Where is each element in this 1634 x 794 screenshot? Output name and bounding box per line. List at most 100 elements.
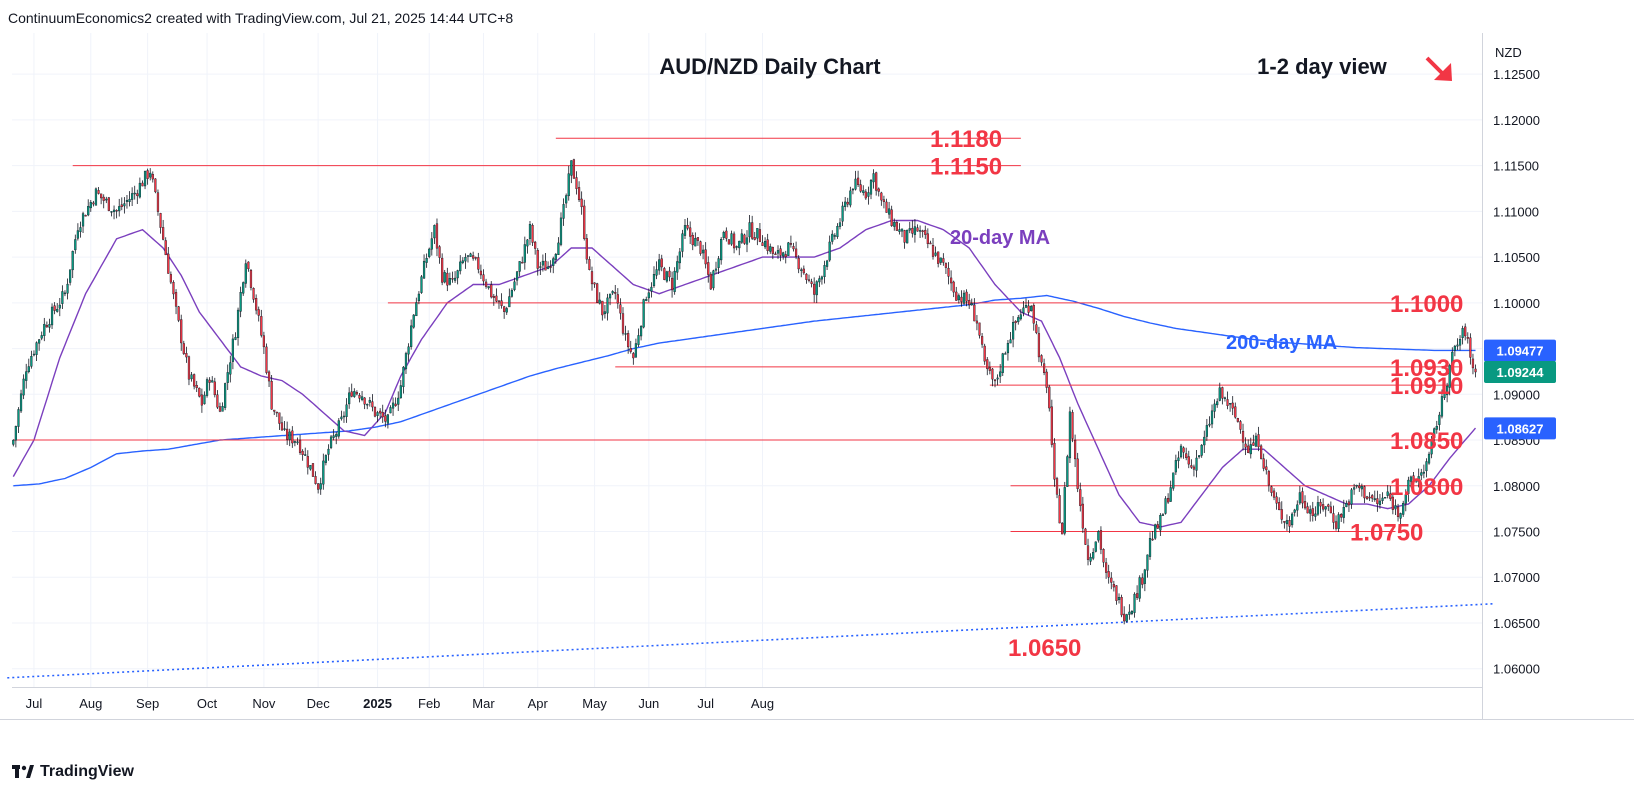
candle-body [939, 257, 942, 263]
candle-body [1381, 497, 1384, 501]
candle-body [322, 460, 325, 485]
candle-body [1469, 337, 1472, 358]
candle-body [280, 422, 284, 431]
candle-body [955, 291, 958, 301]
candle-body [154, 178, 157, 193]
candle-body [999, 371, 1002, 377]
candle-body [1045, 371, 1048, 388]
candle-body [156, 192, 160, 212]
candle-body [717, 258, 720, 268]
candle-body [1239, 421, 1242, 430]
candle-body [606, 297, 609, 314]
candle-body [1368, 496, 1371, 499]
candle-body [1229, 403, 1232, 405]
candle-body [1430, 439, 1433, 455]
candle-body [608, 293, 612, 299]
candle-body [794, 248, 798, 257]
candle-body [707, 262, 710, 275]
candle-body [1203, 436, 1206, 446]
candle-body [929, 242, 932, 245]
candle-body [278, 412, 281, 424]
candle-body [1404, 494, 1407, 504]
candle-body [996, 377, 999, 380]
candle-body [391, 402, 395, 409]
candle-body [1451, 351, 1454, 367]
candle-body [1136, 593, 1139, 598]
candle-body [916, 227, 919, 232]
ma200-annotation: 200-day MA [1226, 332, 1337, 354]
candle-body [340, 416, 343, 420]
candle-body [1306, 506, 1309, 514]
candle-body [521, 262, 524, 264]
candle-body [1019, 314, 1022, 320]
candle-body [298, 439, 302, 453]
candle-body [1218, 387, 1221, 401]
candle-body [818, 278, 821, 283]
candle-body [805, 273, 808, 280]
candle-body [1355, 485, 1358, 487]
candle-body [376, 412, 379, 416]
candle-body [655, 269, 658, 276]
candle-body [1146, 554, 1149, 571]
candle-body [1133, 593, 1136, 613]
candle-body [1298, 492, 1301, 504]
candle-body [937, 251, 940, 264]
candle-body [79, 227, 82, 233]
y-axis-unit-label: NZD [1495, 45, 1522, 60]
candle-body [63, 292, 67, 295]
candle-body [962, 292, 966, 304]
level-label: 1.1000 [1390, 291, 1463, 318]
candle-body [758, 229, 762, 242]
x-tick-label: Nov [252, 696, 276, 711]
candle-body [1123, 613, 1126, 622]
candle-body [851, 188, 855, 191]
candle-body [534, 241, 537, 249]
candle-body [1270, 486, 1273, 493]
price-tag: 1.08627 [1484, 417, 1556, 440]
candle-body [763, 241, 767, 248]
price-tag-value: 1.09477 [1497, 344, 1544, 359]
candle-body [779, 248, 782, 256]
candle-body [257, 309, 260, 316]
candle-body [616, 294, 619, 304]
candle-body [1260, 445, 1263, 459]
x-tick-label: Jul [697, 696, 714, 711]
candle-body [1345, 503, 1348, 508]
tradingview-logo[interactable]: TradingView [12, 763, 134, 781]
candle-body [1433, 428, 1436, 439]
candle-body [603, 311, 607, 315]
candle-body [880, 192, 883, 201]
candle-body [854, 178, 857, 190]
candle-body [681, 233, 684, 252]
candle-body [670, 277, 674, 291]
candle-body [1329, 506, 1332, 514]
candle-body [319, 483, 322, 490]
candle-body [1443, 393, 1446, 398]
candle-body [1221, 387, 1224, 399]
candle-body [180, 319, 183, 344]
candle-body [149, 172, 152, 178]
candle-body [1032, 305, 1035, 324]
y-tick-label: 1.10500 [1493, 250, 1540, 265]
candle-body [500, 300, 503, 306]
candle-body [1226, 399, 1229, 406]
candle-body [267, 371, 271, 382]
candle-body [1407, 479, 1410, 494]
candle-body [487, 286, 490, 289]
candle-body [782, 252, 785, 257]
candle-body [456, 270, 459, 279]
candle-body [1151, 538, 1154, 541]
candle-body [1143, 569, 1146, 584]
candle-body [924, 229, 927, 235]
candle-body [22, 378, 25, 396]
candle-body [40, 335, 43, 339]
trendline-layer [7, 602, 1494, 679]
candle-body [508, 296, 511, 308]
candle-body [1081, 503, 1084, 529]
candle-body [559, 217, 563, 245]
candle-body [694, 238, 697, 247]
candle-body [1446, 385, 1449, 396]
candle-body [986, 359, 989, 370]
candle-body [141, 182, 144, 187]
candle-body [663, 268, 666, 280]
